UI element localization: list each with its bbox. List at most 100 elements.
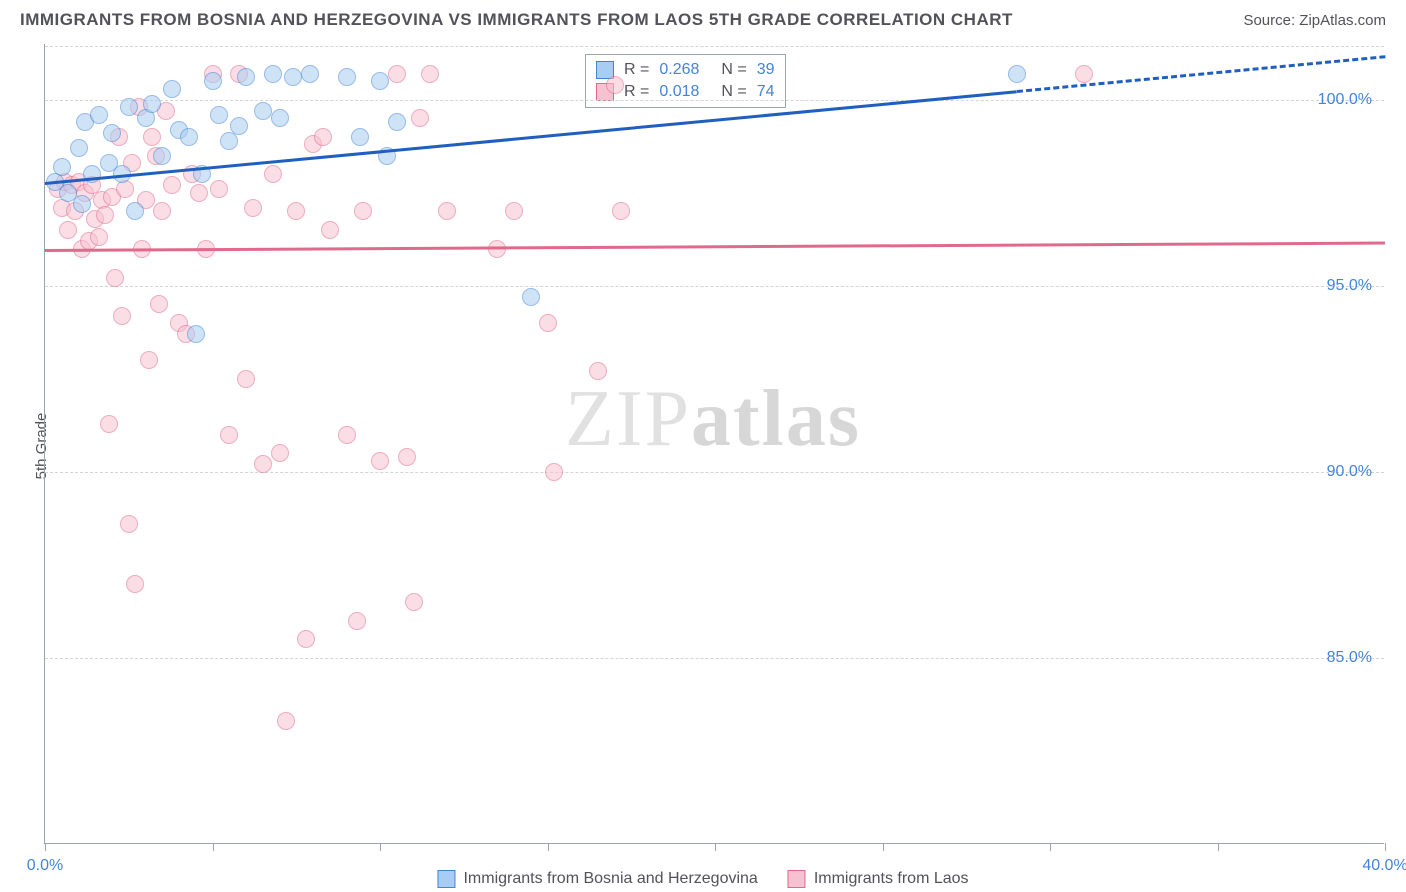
data-point xyxy=(153,147,171,165)
gridline xyxy=(45,472,1384,473)
data-point xyxy=(264,65,282,83)
x-tick-label: 0.0% xyxy=(27,857,63,875)
data-point xyxy=(100,415,118,433)
n-label: N = xyxy=(721,83,746,101)
data-point xyxy=(120,515,138,533)
data-point xyxy=(398,448,416,466)
data-point xyxy=(150,295,168,313)
data-point xyxy=(371,72,389,90)
n-label: N = xyxy=(721,61,746,79)
data-point xyxy=(1075,65,1093,83)
data-point xyxy=(126,575,144,593)
data-point xyxy=(545,463,563,481)
data-point xyxy=(405,593,423,611)
data-point xyxy=(271,444,289,462)
r-value: 0.018 xyxy=(659,83,699,101)
x-tick xyxy=(548,843,549,851)
data-point xyxy=(230,117,248,135)
data-point xyxy=(314,128,332,146)
data-point xyxy=(187,325,205,343)
data-point xyxy=(612,202,630,220)
data-point xyxy=(143,128,161,146)
data-point xyxy=(388,113,406,131)
r-label: R = xyxy=(624,61,649,79)
data-point xyxy=(220,426,238,444)
r-label: R = xyxy=(624,83,649,101)
series-swatch xyxy=(788,870,806,888)
data-point xyxy=(70,139,88,157)
data-point xyxy=(90,106,108,124)
data-point xyxy=(287,202,305,220)
data-point xyxy=(411,109,429,127)
x-tick-label: 40.0% xyxy=(1362,857,1406,875)
data-point xyxy=(264,165,282,183)
legend-label: Immigrants from Laos xyxy=(814,870,969,888)
x-tick xyxy=(1385,843,1386,851)
data-point xyxy=(140,351,158,369)
data-point xyxy=(106,269,124,287)
data-point xyxy=(73,195,91,213)
data-point xyxy=(284,68,302,86)
data-point xyxy=(103,124,121,142)
data-point xyxy=(371,452,389,470)
data-point xyxy=(421,65,439,83)
data-point xyxy=(277,712,295,730)
data-point xyxy=(297,630,315,648)
watermark: ZIPatlas xyxy=(565,374,861,465)
n-value: 39 xyxy=(757,61,775,79)
data-point xyxy=(210,180,228,198)
series-swatch xyxy=(437,870,455,888)
data-point xyxy=(254,102,272,120)
gridline xyxy=(45,100,1384,101)
data-point xyxy=(244,199,262,217)
trend-line xyxy=(1016,55,1385,93)
data-point xyxy=(180,128,198,146)
gridline xyxy=(45,286,1384,287)
gridline xyxy=(45,658,1384,659)
data-point xyxy=(53,158,71,176)
legend: Immigrants from Bosnia and Herzegovina Im… xyxy=(437,870,968,888)
data-point xyxy=(271,109,289,127)
trend-line xyxy=(45,241,1385,251)
data-point xyxy=(301,65,319,83)
data-point xyxy=(522,288,540,306)
data-point xyxy=(126,202,144,220)
x-tick xyxy=(213,843,214,851)
data-point xyxy=(237,68,255,86)
data-point xyxy=(539,314,557,332)
x-tick xyxy=(1050,843,1051,851)
data-point xyxy=(254,455,272,473)
r-value: 0.268 xyxy=(659,61,699,79)
data-point xyxy=(388,65,406,83)
y-tick-label: 90.0% xyxy=(1327,463,1372,481)
watermark-thin: ZIP xyxy=(565,375,691,463)
x-tick xyxy=(1218,843,1219,851)
data-point xyxy=(505,202,523,220)
gridline xyxy=(45,46,1384,47)
data-point xyxy=(237,370,255,388)
data-point xyxy=(1008,65,1026,83)
y-tick-label: 85.0% xyxy=(1327,649,1372,667)
x-tick xyxy=(715,843,716,851)
y-tick-label: 100.0% xyxy=(1318,91,1372,109)
legend-item: Immigrants from Bosnia and Herzegovina xyxy=(437,870,757,888)
legend-label: Immigrants from Bosnia and Herzegovina xyxy=(463,870,757,888)
data-point xyxy=(153,202,171,220)
data-point xyxy=(210,106,228,124)
data-point xyxy=(163,80,181,98)
x-tick xyxy=(45,843,46,851)
legend-item: Immigrants from Laos xyxy=(788,870,969,888)
data-point xyxy=(96,206,114,224)
data-point xyxy=(113,307,131,325)
stats-row: R = 0.268 N = 39 xyxy=(596,59,775,81)
data-point xyxy=(351,128,369,146)
data-point xyxy=(163,176,181,194)
source-label: Source: ZipAtlas.com xyxy=(1243,12,1386,29)
data-point xyxy=(348,612,366,630)
data-point xyxy=(204,72,222,90)
data-point xyxy=(143,95,161,113)
data-point xyxy=(90,228,108,246)
data-point xyxy=(338,426,356,444)
x-tick xyxy=(883,843,884,851)
data-point xyxy=(589,362,607,380)
